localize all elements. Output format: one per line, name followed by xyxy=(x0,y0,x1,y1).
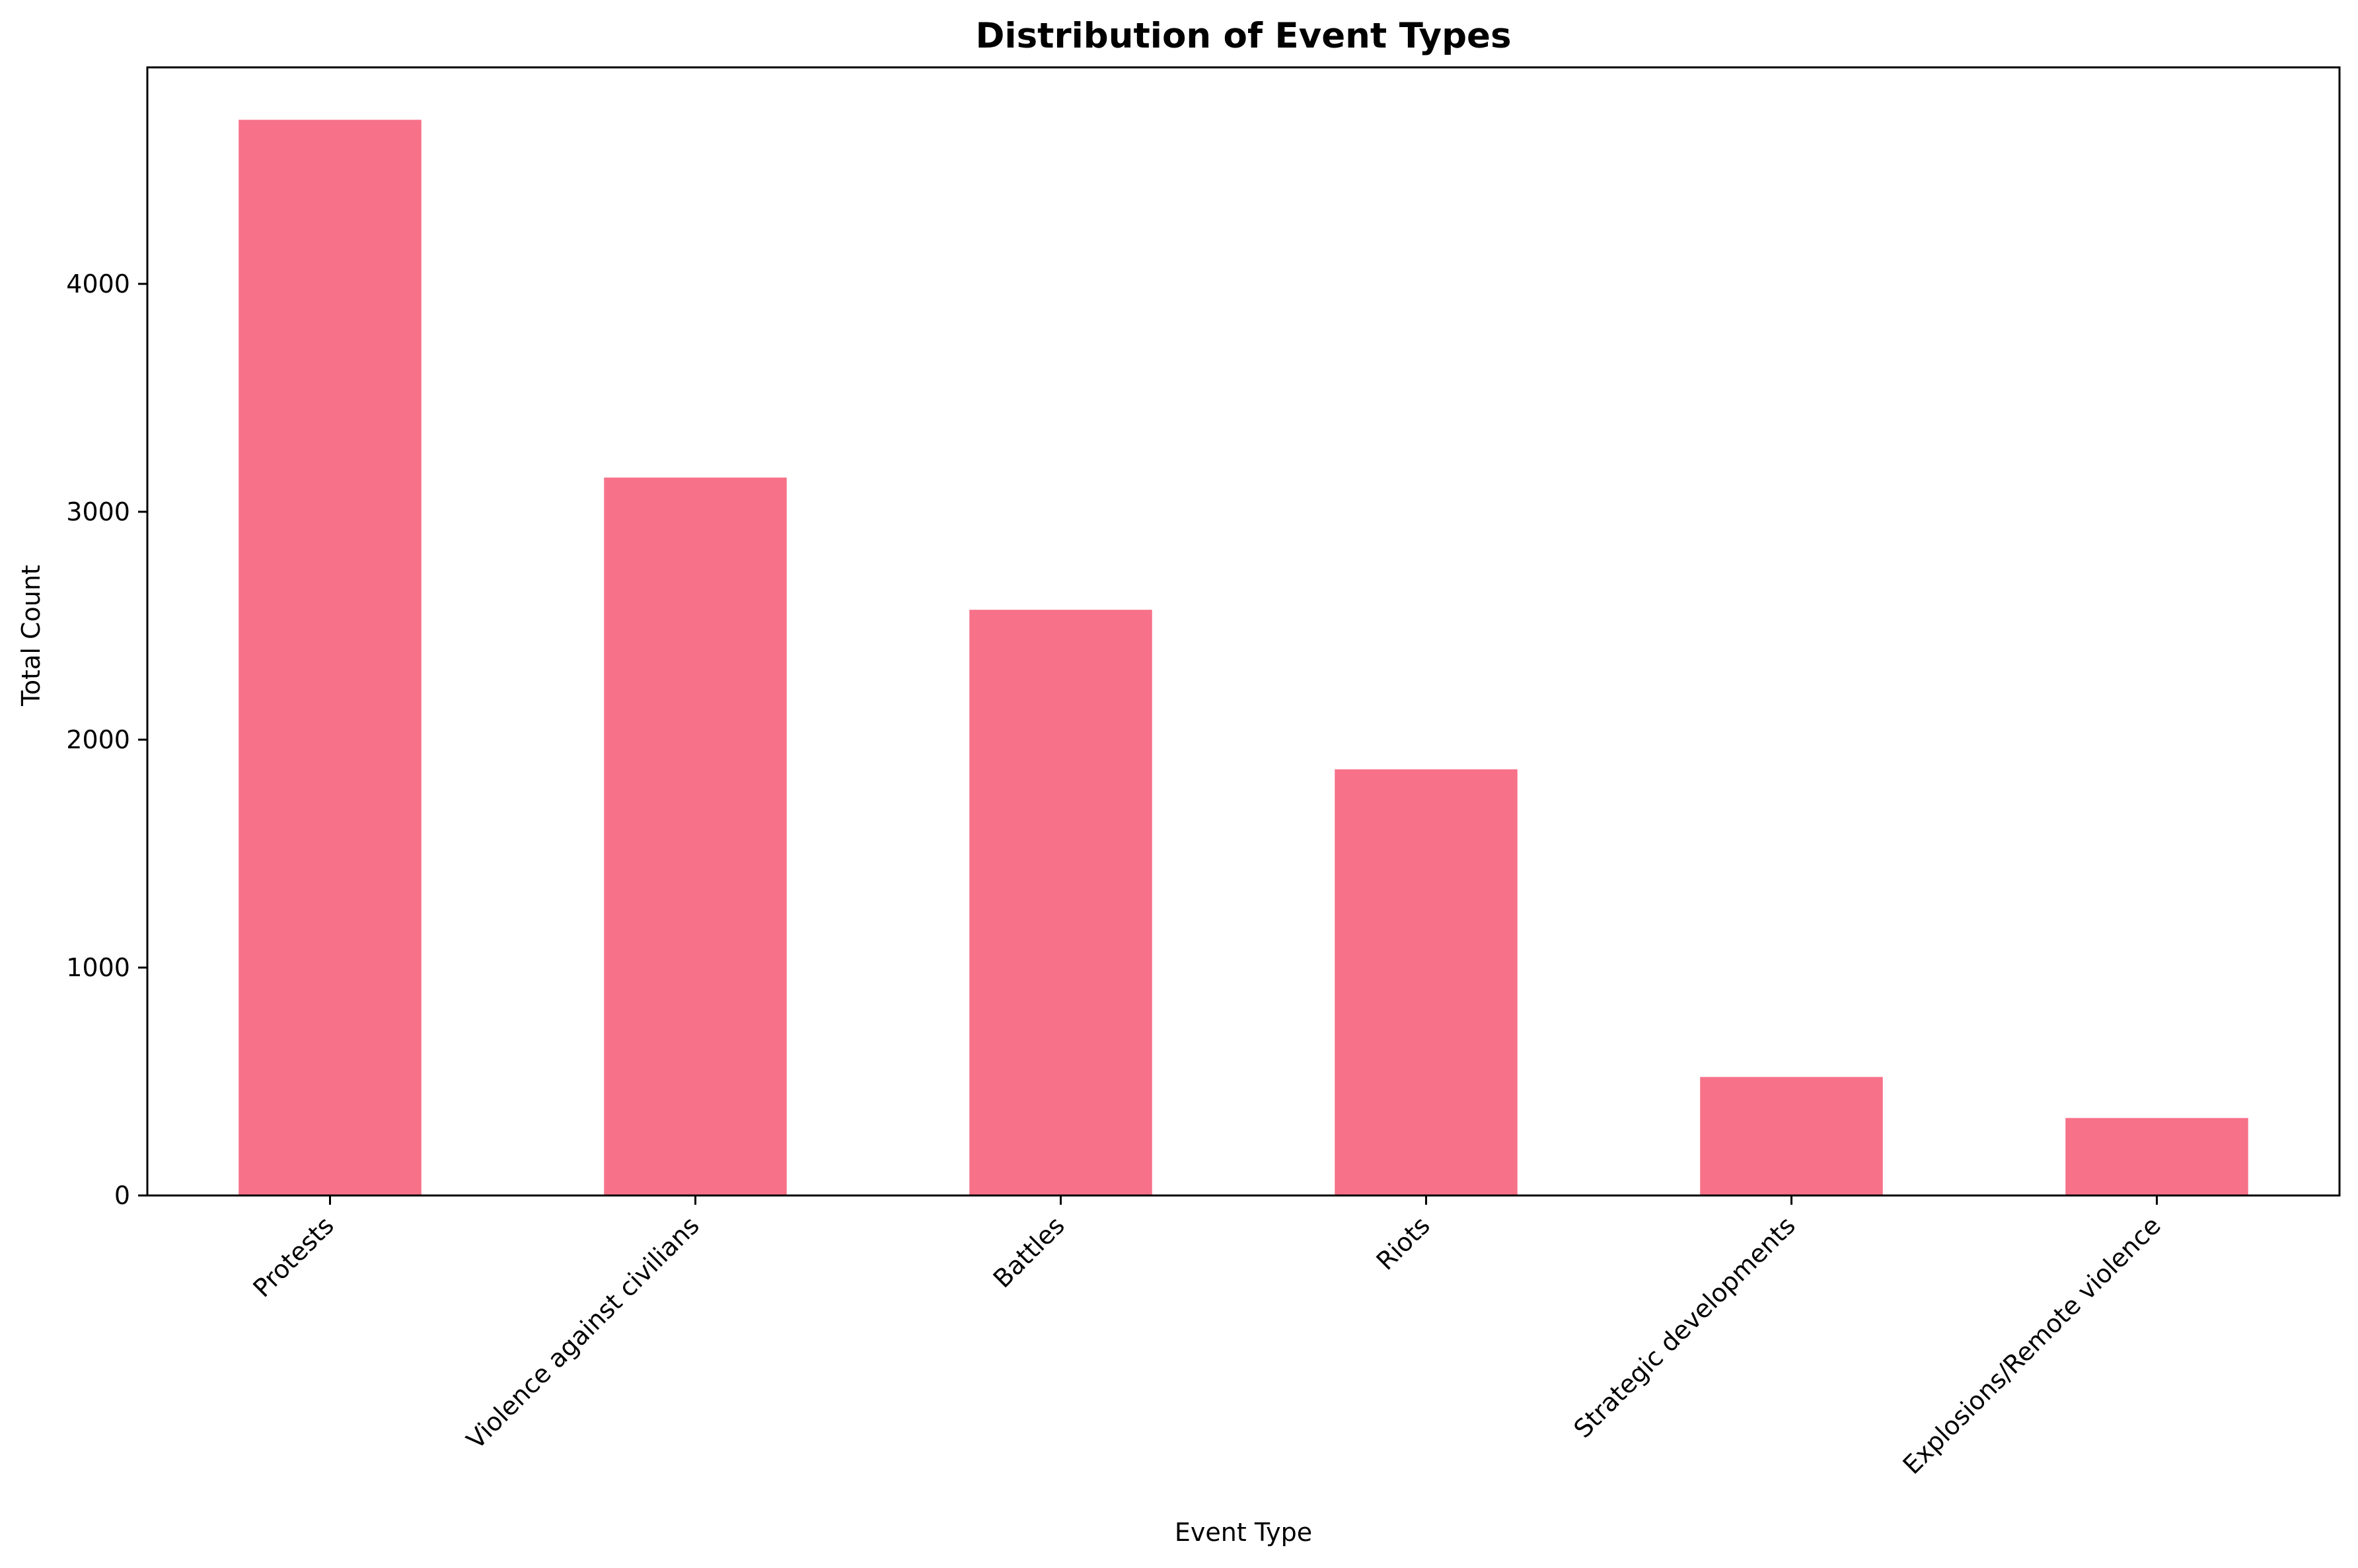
plot-frame xyxy=(146,66,2341,1197)
y-tick-label: 3000 xyxy=(66,497,130,526)
y-tick-label: 1000 xyxy=(66,953,130,982)
y-tick-label: 2000 xyxy=(66,725,130,754)
bars-layer xyxy=(239,120,2248,1196)
chart-title: Distribution of Event Types xyxy=(975,16,1511,56)
bar-battles xyxy=(969,610,1152,1195)
bar-riots xyxy=(1335,769,1518,1195)
y-axis-label: Total Count xyxy=(17,565,46,707)
y-tick-label: 4000 xyxy=(66,269,130,299)
x-axis-label: Event Type xyxy=(1175,1518,1312,1547)
bar-violence-against-civilians xyxy=(604,478,787,1196)
y-tick-label: 0 xyxy=(114,1181,130,1210)
y-axis: 0 1000 2000 3000 4000 xyxy=(66,269,147,1210)
bar-explosions-remote-violence xyxy=(2065,1118,2248,1195)
bar-strategic-developments xyxy=(1700,1077,1883,1195)
bar-protests xyxy=(239,120,422,1196)
